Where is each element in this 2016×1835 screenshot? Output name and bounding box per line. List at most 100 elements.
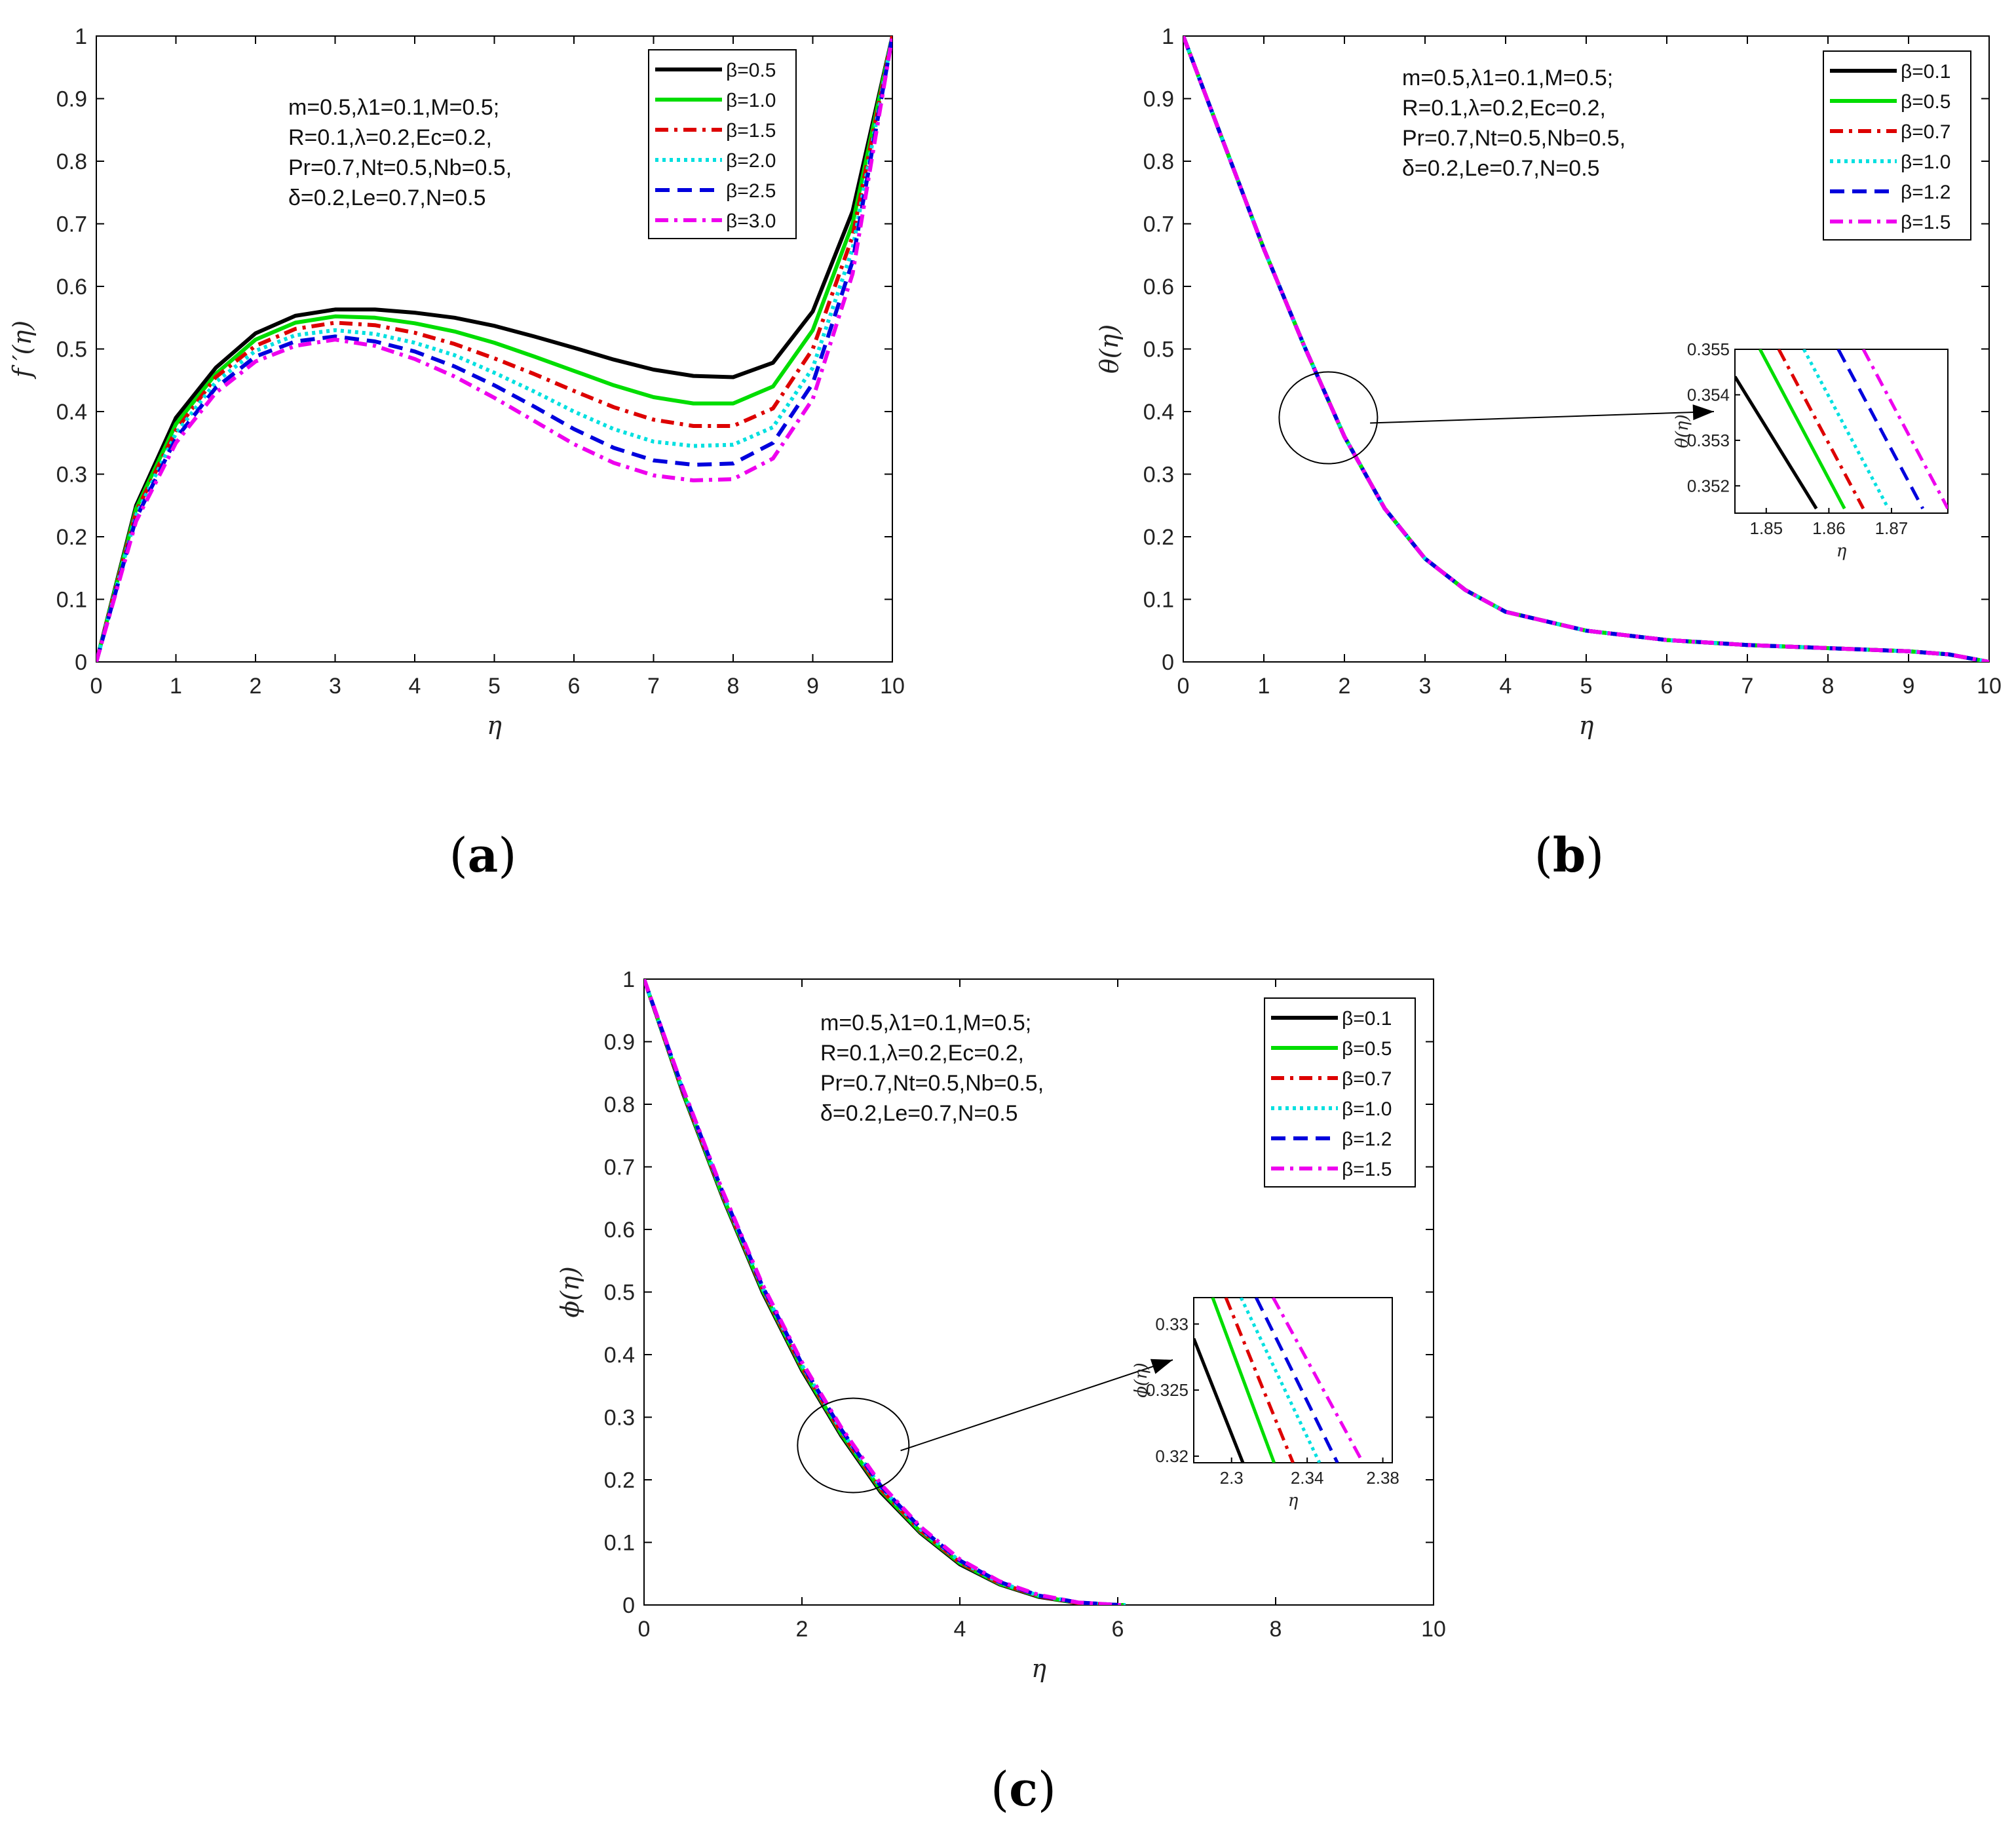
chart-panel-c: 0 2 4 6 8 10 0 0.1 0.2 0.3 0.4 0.5 0.6 0.7 0.8 0.9 1 η ϕ(η… — [556, 967, 1446, 1817]
inset-series-line-4 — [1239, 1298, 1322, 1463]
inset-series-group — [1735, 349, 1948, 510]
legend-entry: β=0.1 — [1342, 1008, 1392, 1030]
legend-entry: β=1.2 — [1342, 1129, 1392, 1150]
x-tick-label: 5 — [488, 674, 501, 699]
inset-x-tick-label: 1.85 — [1749, 518, 1783, 538]
y-tick-label: 1 — [75, 24, 87, 49]
x-tick-label: 6 — [1112, 1617, 1124, 1642]
zoom-arrow-head — [1692, 404, 1714, 421]
legend-box — [1264, 997, 1416, 1188]
y-tick-label: 0.5 — [56, 338, 87, 362]
inset-x-tick-label: 2.34 — [1291, 1468, 1324, 1488]
parameter-line: m=0.5,λ1=0.1,M=0.5; — [288, 95, 499, 120]
series-line-4 — [96, 36, 892, 662]
panel-label-close: ) — [1038, 1762, 1056, 1817]
panel-label-letter: b — [1553, 827, 1586, 883]
legend-entry: β=1.0 — [1342, 1098, 1392, 1120]
legend-entry: β=3.0 — [726, 210, 776, 232]
zoom-inset: 1.85 1.86 1.87 0.352 0.353 0.354 0.355 η θ(η) — [1673, 339, 1949, 561]
inset-series-line-3 — [1224, 1298, 1295, 1463]
inset-x-tick-label: 2.3 — [1220, 1468, 1244, 1488]
series-group — [1183, 36, 1989, 662]
inset-y-tick-label: 0.325 — [1146, 1380, 1189, 1400]
parameter-line: Pr=0.7,Nt=0.5,Nb=0.5, — [1402, 126, 1626, 151]
inset-y-axis-label: θ(η) — [1673, 414, 1692, 448]
y-tick-label: 0.7 — [1143, 212, 1174, 237]
inset-x-tick-label: 2.38 — [1366, 1468, 1399, 1488]
y-tick-label: 0.5 — [1143, 338, 1174, 362]
inset-series-line-4 — [1802, 349, 1890, 510]
series-line-5 — [96, 36, 892, 662]
series-line-1 — [96, 36, 892, 662]
chart-panel-b: 0 1 2 3 4 5 6 7 8 9 10 0 0.1 0.2 0.3 0.4 0.5 0.6 0.7 0.8 0.9… — [1095, 24, 2002, 883]
inset-x-axis-label: η — [1288, 1491, 1299, 1511]
inset-series-line-6 — [1861, 349, 1948, 510]
y-tick-label: 0.7 — [56, 212, 87, 237]
legend-entry: β=0.7 — [1342, 1068, 1392, 1090]
y-tick-label: 0 — [622, 1593, 635, 1618]
x-tick-label: 8 — [1822, 674, 1835, 699]
series-line-6 — [96, 36, 892, 662]
legend-entry: β=1.5 — [726, 120, 776, 142]
inset-x-axis-label: η — [1836, 541, 1847, 561]
parameter-line: Pr=0.7,Nt=0.5,Nb=0.5, — [820, 1071, 1044, 1096]
legend-box — [1823, 50, 1971, 241]
legend: β=0.5 β=1.0 β=1.5 β=2.0 β=2.5 β=3.0 — [648, 49, 797, 239]
zoom-arrow-line — [900, 1359, 1173, 1452]
inset-x-tick-label: 1.87 — [1875, 518, 1909, 538]
x-tick-label: 5 — [1580, 674, 1593, 699]
legend-entry: β=0.7 — [1901, 121, 1950, 143]
chart-panel-a: 0 1 2 3 4 5 6 7 8 9 10 0 0.1 0.2 0.3 0.4 0.5 0.6 0.7 0.8 0.9… — [8, 24, 905, 883]
x-tick-label: 10 — [1977, 674, 2002, 699]
y-tick-label: 0.8 — [56, 149, 87, 174]
y-tick-label: 0.6 — [56, 275, 87, 299]
y-tick-label: 0.6 — [604, 1218, 635, 1243]
inset-y-tick-label: 0.354 — [1687, 385, 1730, 404]
x-tick-label: 10 — [1421, 1617, 1446, 1642]
y-tick-label: 0 — [75, 650, 87, 675]
y-tick-label: 0.7 — [604, 1155, 635, 1180]
x-tick-label: 1 — [170, 674, 182, 699]
x-tick-label: 4 — [409, 674, 421, 699]
x-tick-label: 4 — [1500, 674, 1512, 699]
x-tick-label: 7 — [1741, 674, 1754, 699]
panel-label-open: ( — [991, 1762, 1009, 1817]
y-tick-label: 0.3 — [604, 1406, 635, 1431]
parameter-line: m=0.5,λ1=0.1,M=0.5; — [820, 1011, 1031, 1035]
legend: β=0.1 β=0.5 β=0.7 β=1.0 β=1.2 β=1.5 — [1264, 997, 1416, 1188]
y-tick-label: 0.1 — [604, 1531, 635, 1556]
inset-frame — [1193, 1297, 1393, 1463]
parameter-line: δ=0.2,Le=0.7,N=0.5 — [1402, 156, 1600, 181]
y-tick-label: 0.2 — [56, 525, 87, 550]
inset-y-tick-label: 0.352 — [1687, 476, 1730, 495]
zoom-inset: 2.3 2.34 2.38 0.32 0.325 0.33 η ϕ(η) — [1132, 1297, 1399, 1511]
x-tick-label: 10 — [880, 674, 905, 699]
y-tick-label: 0 — [1162, 650, 1174, 675]
y-axis-label: ϕ(η) — [556, 1266, 584, 1317]
x-tick-label: 6 — [568, 674, 580, 699]
legend-entry: β=2.5 — [726, 180, 776, 202]
inset-series-line-1 — [1735, 376, 1818, 510]
series-line-4 — [1183, 36, 1989, 662]
panel-label-open: ( — [449, 828, 468, 883]
x-axis-label: η — [1579, 711, 1594, 740]
x-tick-label: 2 — [1339, 674, 1351, 699]
series-line-6 — [644, 979, 1126, 1605]
x-tick-label: 3 — [329, 674, 341, 699]
y-tick-label: 0.3 — [56, 463, 87, 488]
inset-frame — [1734, 349, 1949, 514]
y-tick-label: 0.8 — [1143, 149, 1174, 174]
y-tick-label: 0.4 — [1143, 400, 1174, 425]
zoom-arrow-head — [1150, 1359, 1173, 1374]
legend-entry: β=0.1 — [1901, 61, 1950, 83]
zoom-circle — [1278, 371, 1379, 465]
legend-entry: β=1.0 — [726, 90, 776, 111]
y-tick-label: 0.1 — [1143, 588, 1174, 613]
x-tick-label: 1 — [1258, 674, 1270, 699]
x-tick-label: 9 — [807, 674, 819, 699]
x-tick-label: 4 — [954, 1617, 966, 1642]
panel-label-close: ) — [498, 828, 516, 883]
inset-series-line-2 — [1211, 1298, 1276, 1463]
inset-series-group — [1194, 1298, 1365, 1463]
